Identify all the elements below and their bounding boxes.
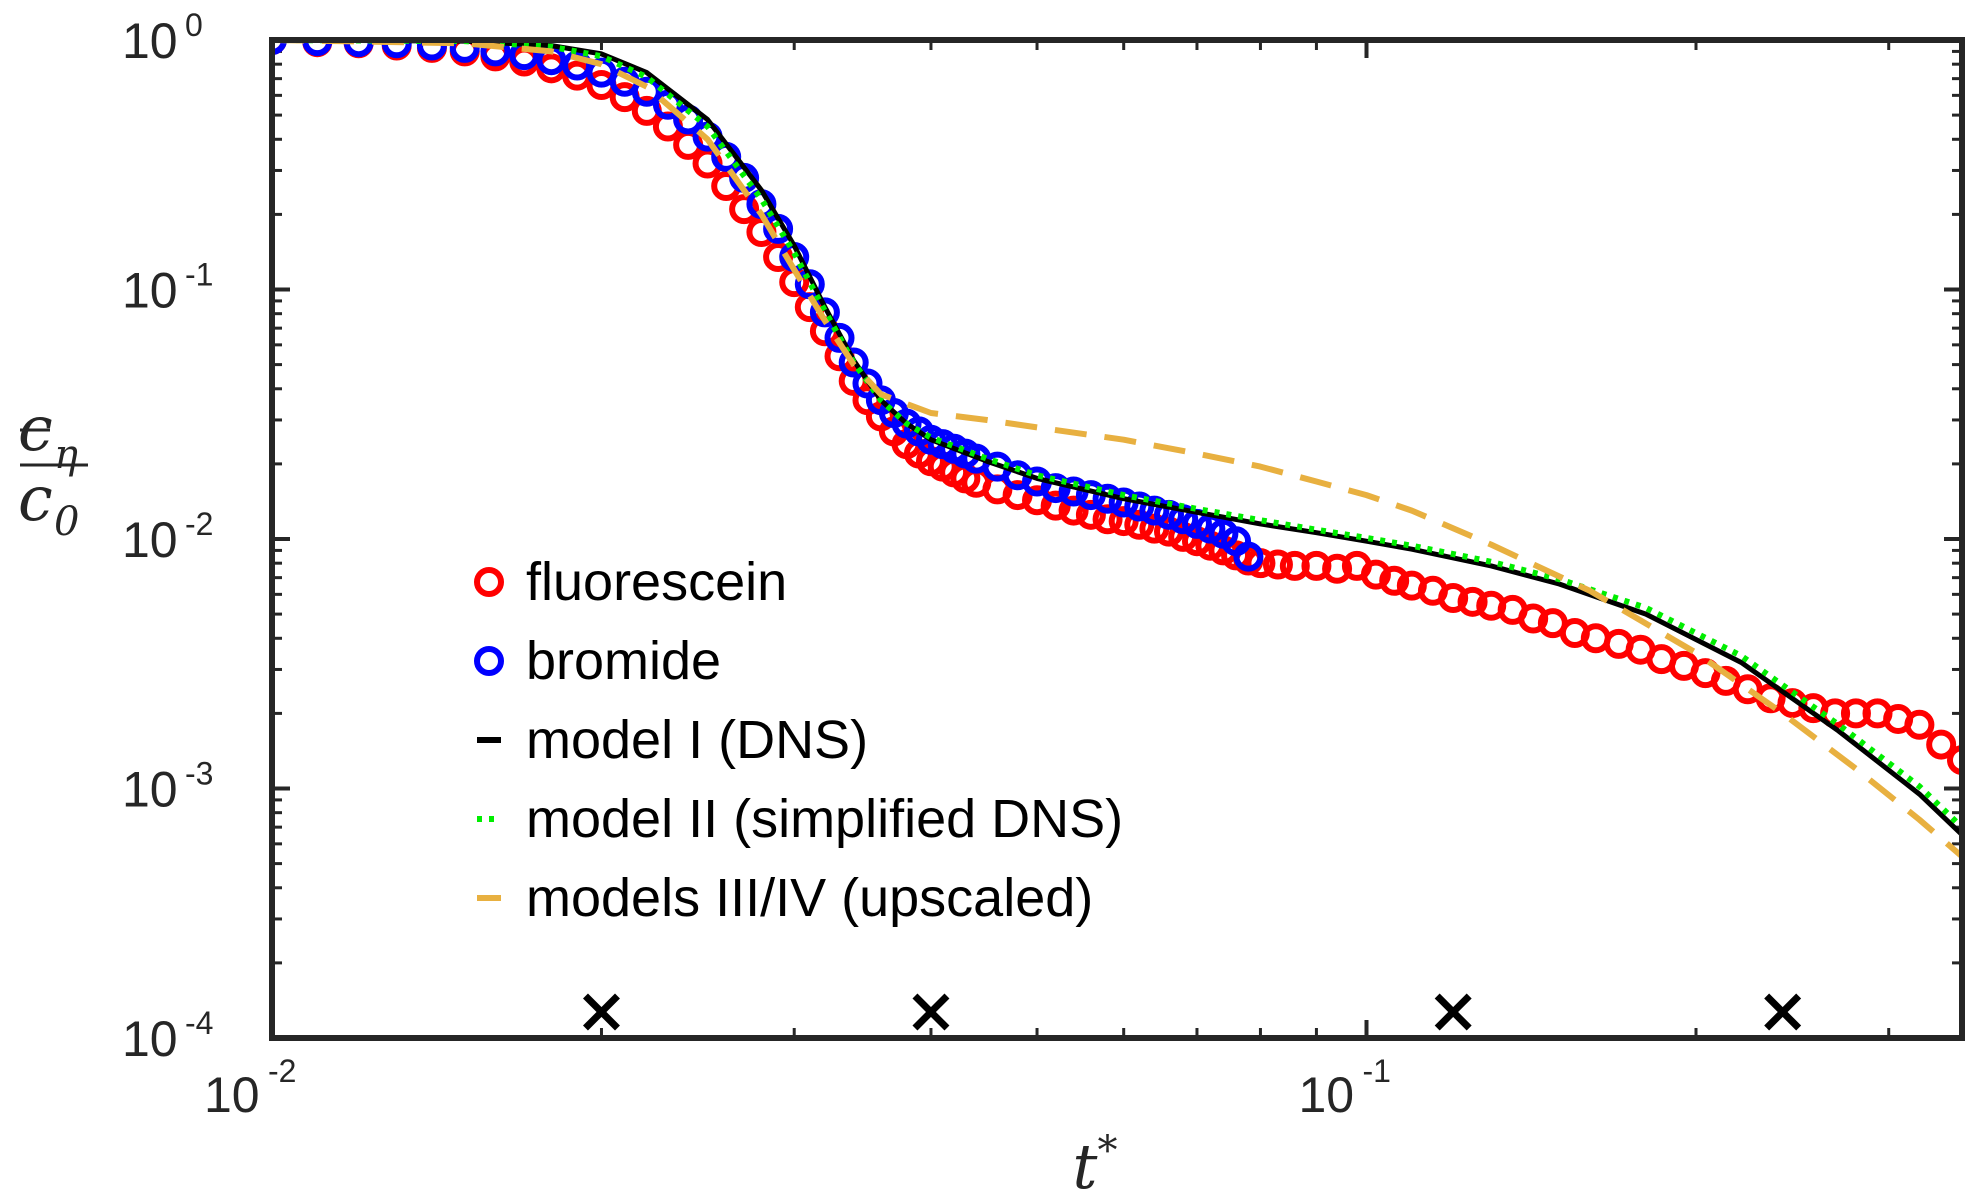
data-point <box>1926 729 1957 760</box>
data-point <box>449 40 480 63</box>
legend-label: models III/IV (upscaled) <box>526 868 1093 928</box>
legend-entry: model II (simplified DNS) <box>477 789 1123 849</box>
y-axis-label: c η c 0 <box>18 392 88 545</box>
data-point <box>1040 490 1071 521</box>
cross-marker <box>1434 993 1472 1031</box>
svg-text:-1: -1 <box>185 257 213 293</box>
svg-text:-4: -4 <box>185 1005 213 1041</box>
legend-entry: bromide <box>474 631 721 691</box>
major-ticks <box>270 38 1962 1040</box>
svg-text:0: 0 <box>185 7 203 43</box>
data-point <box>729 194 760 225</box>
data-point <box>824 322 855 353</box>
data-point <box>1438 583 1469 614</box>
y-tick-label: 10 -3 <box>122 756 213 818</box>
data-point <box>1108 506 1139 537</box>
svg-text:0: 0 <box>54 499 79 545</box>
legend: fluorescein bromide model I (DNS) model II … <box>474 552 1123 928</box>
data-point <box>1233 541 1264 572</box>
data-point <box>1139 495 1170 526</box>
y-tick-label: 10 -1 <box>122 257 213 319</box>
svg-text:-1: -1 <box>1363 1053 1391 1089</box>
svg-text:10: 10 <box>204 1067 260 1123</box>
legend-label: model II (simplified DNS) <box>526 789 1123 849</box>
y-tick-label: 10 -2 <box>122 506 213 568</box>
svg-text:10: 10 <box>122 762 178 818</box>
data-point <box>1058 495 1089 526</box>
series-line <box>272 40 1962 832</box>
data-point <box>1322 553 1353 584</box>
legend-entry: model I (DNS) <box>477 710 868 770</box>
y-tick-label: 10 -4 <box>122 1005 213 1067</box>
data-point <box>1124 491 1155 522</box>
data-point <box>1092 504 1123 535</box>
series-line <box>272 40 1962 839</box>
cross-marker <box>1764 993 1802 1031</box>
series-layer <box>272 40 1974 861</box>
svg-text:10: 10 <box>122 512 178 568</box>
data-point <box>1262 549 1293 580</box>
svg-text:η: η <box>54 432 78 478</box>
x-markers <box>583 993 1802 1031</box>
data-point <box>1457 586 1488 617</box>
data-point <box>1518 603 1549 634</box>
legend-label: fluorescein <box>526 552 787 612</box>
svg-text:10: 10 <box>122 263 178 319</box>
data-point <box>1379 565 1410 596</box>
legend-swatch <box>474 567 504 597</box>
data-point <box>1360 559 1391 590</box>
series-line <box>272 40 1962 861</box>
cross-marker <box>912 993 950 1031</box>
x-axis-label: t* <box>1073 1128 1118 1202</box>
x-tick-label: 10 -1 <box>1299 1053 1391 1123</box>
legend-label: bromide <box>526 631 721 691</box>
svg-text:c: c <box>18 392 53 465</box>
svg-text:-2: -2 <box>268 1053 296 1089</box>
svg-text:10: 10 <box>122 1011 178 1067</box>
legend-swatch <box>474 646 504 676</box>
plot-area <box>272 40 1962 1038</box>
data-point <box>1075 499 1106 530</box>
svg-text:10: 10 <box>122 13 178 69</box>
data-point <box>631 76 662 107</box>
data-point <box>1947 745 1962 776</box>
legend-label: model I (DNS) <box>526 710 868 770</box>
cross-marker <box>583 993 620 1031</box>
legend-entry: models III/IV (upscaled) <box>477 868 1093 928</box>
data-point <box>838 347 869 378</box>
tick-labels: 10 010 -110 -210 -310 -410 -2 10 -1 <box>122 7 1391 1123</box>
svg-text:-3: -3 <box>185 756 213 792</box>
data-point <box>480 40 511 67</box>
svg-text:-2: -2 <box>185 506 213 542</box>
data-point <box>1904 709 1935 740</box>
svg-text:c: c <box>18 462 53 535</box>
legend-entry: fluorescein <box>474 552 787 612</box>
data-point <box>1970 748 1974 772</box>
svg-text:10: 10 <box>1299 1067 1355 1123</box>
y-tick-label: 10 0 <box>122 7 203 69</box>
x-tick-label: 10 -2 <box>204 1053 296 1123</box>
